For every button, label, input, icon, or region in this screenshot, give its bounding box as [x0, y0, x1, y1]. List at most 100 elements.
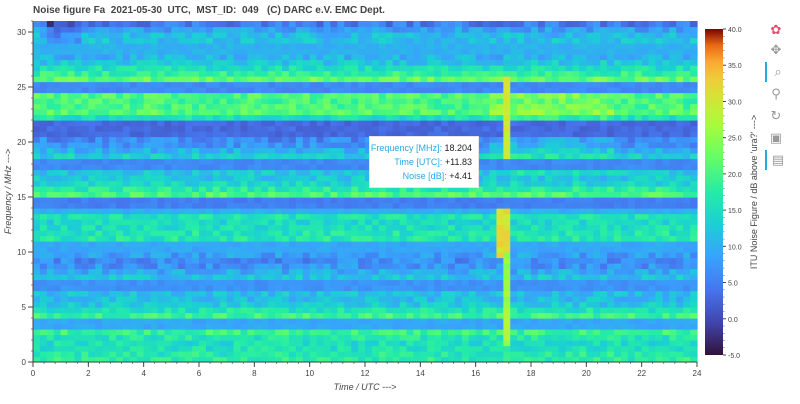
heatmap-cell [178, 197, 186, 204]
heatmap-cell [81, 224, 89, 231]
heatmap-cell [579, 252, 587, 259]
heatmap-cell [454, 334, 463, 341]
heatmap-cell [662, 76, 670, 83]
heatmap-cell [309, 175, 318, 182]
heatmap-cell [122, 230, 131, 237]
heatmap-cell [316, 131, 325, 138]
heatmap-cell [351, 345, 359, 352]
heatmap-cell [261, 345, 269, 352]
heatmap-cell [323, 164, 332, 171]
heatmap-cell [531, 114, 539, 121]
heatmap-cell [53, 180, 62, 187]
heatmap-cell [39, 323, 48, 330]
heatmap-cell [288, 246, 297, 253]
heatmap-cell [627, 197, 636, 204]
heatmap-cell [544, 230, 553, 237]
heatmap-cell [655, 268, 664, 275]
heatmap-cell [551, 351, 560, 358]
heatmap-cell [358, 268, 366, 275]
heatmap-cell [330, 263, 338, 270]
heatmap-cell [600, 191, 608, 198]
heatmap-cell [496, 334, 504, 341]
heatmap-cell [81, 142, 89, 149]
heatmap-cell [60, 318, 69, 325]
heatmap-cell [427, 98, 435, 105]
heatmap-cell [226, 279, 235, 286]
heatmap-cell [634, 125, 643, 132]
heatmap-cell [275, 142, 283, 149]
heatmap-cell [205, 257, 214, 264]
heatmap-cell [67, 125, 76, 132]
heatmap-cell [288, 356, 297, 363]
heatmap-cell [634, 131, 643, 138]
heatmap-cell [136, 340, 145, 347]
heatmap-cell [392, 263, 401, 270]
heatmap-cell [537, 92, 546, 99]
heatmap-cell [351, 263, 359, 270]
heatmap-cell [95, 263, 103, 270]
heatmap-cell [67, 268, 76, 275]
heatmap-cell [634, 208, 643, 215]
heatmap-cell [627, 136, 636, 143]
heatmap-cell [344, 109, 352, 116]
heatmap-cell [385, 307, 394, 314]
heatmap-cell [413, 296, 421, 303]
heatmap-cell [676, 158, 684, 165]
heatmap-cell [690, 329, 698, 336]
heatmap-cell [579, 109, 587, 116]
heatmap-cell [371, 340, 380, 347]
heatmap-cell [323, 109, 332, 116]
heatmap-cell [537, 76, 546, 83]
heatmap-cell [558, 153, 567, 160]
heatmap-cell [88, 164, 96, 171]
heatmap-cell [620, 345, 629, 352]
heatmap-cell [60, 312, 69, 319]
heatmap-cell [468, 186, 477, 193]
heatmap-cell [524, 312, 532, 319]
heatmap-cell [572, 76, 581, 83]
heatmap-cell [95, 318, 103, 325]
heatmap-cell [344, 263, 352, 270]
heatmap-cell [627, 164, 636, 171]
heatmap-cell [233, 191, 242, 198]
heatmap-cell [413, 197, 421, 204]
heatmap-cell [648, 241, 657, 248]
heatmap-cell [655, 142, 664, 149]
heatmap-cell [365, 103, 373, 110]
heatmap-cell [600, 252, 608, 259]
heatmap-cell [551, 92, 560, 99]
heatmap-cell [53, 290, 62, 297]
heatmap-cell [39, 257, 48, 264]
heatmap-cell [288, 274, 297, 281]
heatmap-cell [53, 191, 62, 198]
heatmap-cell [690, 191, 698, 198]
heatmap-cell [219, 81, 228, 88]
heatmap-cell [116, 230, 124, 237]
heatmap-cell [309, 279, 318, 286]
heatmap-cell [427, 114, 435, 121]
heatmap-cell [282, 274, 290, 281]
heatmap-cell [676, 235, 684, 242]
heatmap-cell [634, 202, 643, 209]
heatmap-cell [420, 213, 428, 220]
heatmap-cell [282, 340, 290, 347]
heatmap-cell [600, 285, 608, 292]
heatmap-cell [164, 197, 172, 204]
heatmap-cell [39, 312, 48, 319]
heatmap-cell [261, 169, 269, 176]
heatmap-cell [461, 285, 470, 292]
heatmap-cell [489, 230, 498, 237]
heatmap-cell [517, 356, 525, 363]
heatmap-cell [427, 109, 435, 116]
heatmap-cell [205, 147, 214, 154]
heatmap-cell [136, 125, 145, 132]
heatmap-cell [441, 81, 449, 88]
heatmap-cell [420, 98, 428, 105]
heatmap-cell [482, 114, 491, 121]
heatmap-cell [122, 241, 131, 248]
heatmap-cell [199, 87, 207, 94]
heatmap-cell [537, 263, 546, 270]
heatmap-cell [171, 76, 179, 83]
heatmap-cell [240, 175, 249, 182]
